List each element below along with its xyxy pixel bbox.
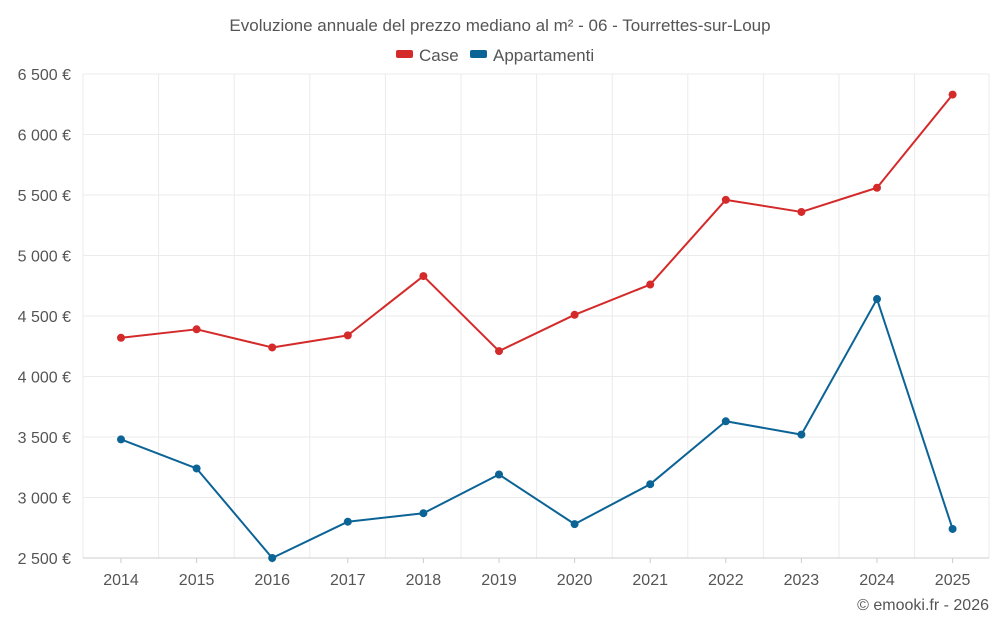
y-axis: 2 500 € 3 000 € 3 500 € 4 000 € 4 500 € 5 000… — [18, 67, 71, 568]
y-tick-label: 3 500 € — [18, 430, 71, 447]
data-point-appartamenti[interactable] — [646, 480, 655, 489]
legend: Case Appartamenti — [396, 46, 594, 65]
legend-swatch-appartamenti — [470, 50, 487, 58]
y-tick-label: 5 500 € — [18, 188, 71, 205]
data-point-appartamenti[interactable] — [570, 520, 579, 529]
series-layer — [117, 90, 957, 562]
legend-swatch-case — [396, 50, 413, 58]
data-point-case[interactable] — [343, 331, 352, 340]
data-point-appartamenti[interactable] — [948, 524, 957, 533]
y-tick-label: 4 000 € — [18, 370, 71, 387]
y-tick-label: 6 000 € — [18, 128, 71, 145]
legend-label-appartamenti: Appartamenti — [493, 46, 594, 65]
y-tick-label: 6 500 € — [18, 67, 71, 84]
data-point-appartamenti[interactable] — [873, 295, 881, 304]
legend-item-case[interactable]: Case — [396, 46, 459, 65]
data-point-case[interactable] — [797, 207, 806, 216]
y-tick-label: 4 500 € — [18, 309, 71, 326]
legend-item-appartamenti[interactable]: Appartamenti — [470, 46, 594, 65]
x-tick-label: 2015 — [179, 572, 215, 589]
legend-label-case: Case — [419, 46, 459, 65]
data-point-appartamenti[interactable] — [797, 430, 806, 439]
x-tick-label: 2021 — [632, 572, 668, 589]
data-point-appartamenti[interactable] — [343, 517, 352, 526]
x-tick-label: 2016 — [254, 572, 290, 589]
x-tick-label: 2025 — [935, 572, 971, 589]
x-axis: 2014 2015 2016 2017 2018 2019 2020 2021 2022 2023… — [83, 557, 989, 589]
data-point-appartamenti[interactable] — [495, 470, 503, 479]
x-tick-label: 2023 — [784, 572, 820, 589]
data-point-case[interactable] — [646, 280, 655, 289]
y-tick-label: 3 000 € — [18, 491, 71, 508]
chart-title: Evoluzione annuale del prezzo mediano al… — [229, 16, 770, 35]
x-tick-label: 2018 — [406, 572, 442, 589]
data-point-case[interactable] — [948, 90, 957, 99]
data-point-case[interactable] — [495, 347, 503, 356]
y-tick-label: 5 000 € — [18, 249, 71, 266]
data-point-case[interactable] — [419, 272, 428, 281]
data-point-case[interactable] — [721, 195, 730, 204]
y-tick-label: 2 500 € — [18, 551, 71, 568]
data-point-appartamenti[interactable] — [721, 417, 730, 426]
series-line-case — [120, 93, 954, 353]
data-point-case[interactable] — [117, 333, 125, 342]
data-point-case[interactable] — [873, 183, 881, 192]
data-point-appartamenti[interactable] — [192, 464, 201, 473]
series-line-appartamenti — [120, 298, 954, 559]
data-point-case[interactable] — [570, 310, 579, 319]
x-tick-label: 2019 — [481, 572, 517, 589]
data-point-appartamenti[interactable] — [117, 435, 125, 444]
data-point-case[interactable] — [192, 325, 201, 334]
x-tick-label: 2014 — [103, 572, 139, 589]
x-tick-label: 2022 — [708, 572, 744, 589]
x-tick-label: 2020 — [557, 572, 593, 589]
data-point-appartamenti[interactable] — [419, 509, 428, 518]
data-point-appartamenti[interactable] — [268, 554, 277, 562]
data-point-case[interactable] — [268, 343, 277, 352]
gridlines — [82, 73, 990, 558]
credit-text: © emooki.fr - 2026 — [857, 597, 989, 614]
x-tick-label: 2017 — [330, 572, 366, 589]
x-tick-label: 2024 — [859, 572, 895, 589]
